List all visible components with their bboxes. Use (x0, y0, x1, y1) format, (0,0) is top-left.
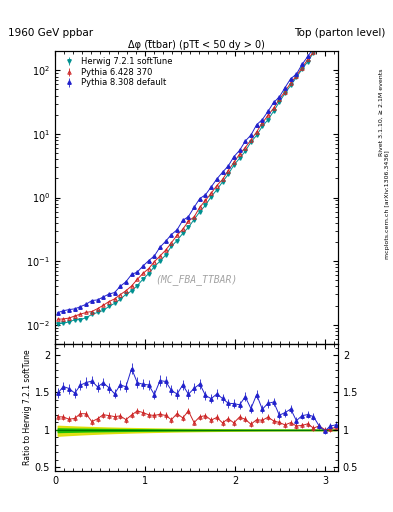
Text: Top (parton level): Top (parton level) (294, 28, 385, 38)
Text: Rivet 3.1.10, ≥ 2.1M events: Rivet 3.1.10, ≥ 2.1M events (379, 69, 384, 156)
Text: mcplots.cern.ch [arXiv:1306.3436]: mcplots.cern.ch [arXiv:1306.3436] (385, 151, 389, 259)
Text: (MC_FBA_TTBAR): (MC_FBA_TTBAR) (155, 274, 238, 285)
Title: Δφ (t̅tbar) (pTt̅ < 50 dy > 0): Δφ (t̅tbar) (pTt̅ < 50 dy > 0) (128, 40, 265, 50)
Legend: Herwig 7.2.1 softTune, Pythia 6.428 370, Pythia 8.308 default: Herwig 7.2.1 softTune, Pythia 6.428 370,… (59, 55, 174, 89)
Text: 1960 GeV ppbar: 1960 GeV ppbar (8, 28, 93, 38)
Y-axis label: Ratio to Herwig 7.2.1 softTune: Ratio to Herwig 7.2.1 softTune (23, 350, 32, 465)
